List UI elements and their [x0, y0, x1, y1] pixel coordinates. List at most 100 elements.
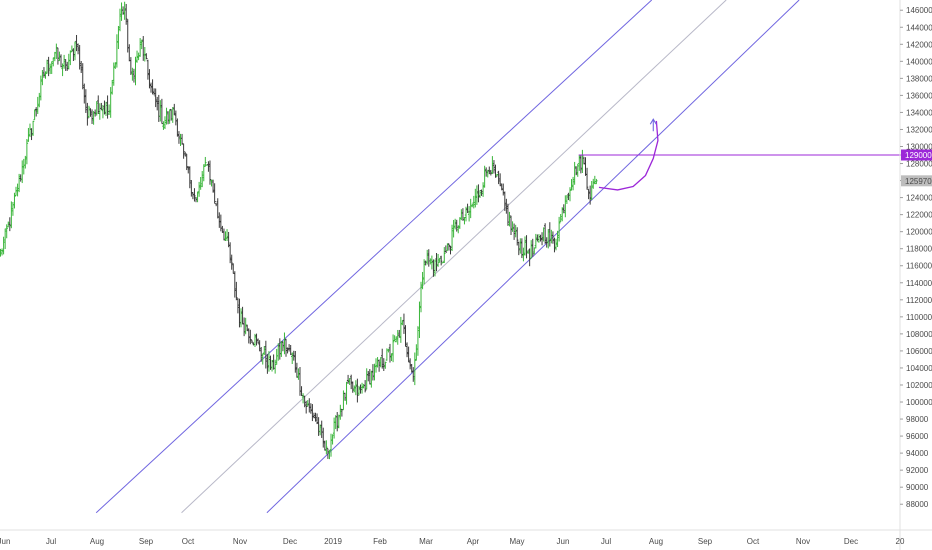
ohlc-bar: [339, 404, 342, 420]
ohlc-bar: [585, 167, 589, 190]
ohlc-bar: [353, 385, 356, 393]
ohlc-bar: [554, 238, 558, 251]
time-tick-label: Oct: [182, 537, 195, 546]
ohlc-bar: [413, 352, 417, 386]
ohlc-bar: [356, 378, 359, 403]
ohlc-bar: [354, 380, 358, 396]
ohlc-bar: [135, 50, 139, 63]
ohlc-bar: [439, 255, 443, 266]
ohlc-bar: [371, 364, 375, 381]
ohlc-bar: [488, 166, 491, 175]
ohlc-bar: [561, 207, 564, 222]
time-tick-label: Jul: [46, 537, 56, 546]
ohlc-bar: [534, 233, 538, 249]
price-tick-label: 122000: [906, 211, 932, 220]
time-tick-label: Apr: [467, 537, 480, 546]
ohlc-bar: [228, 242, 232, 264]
ohlc-bar: [7, 221, 10, 228]
ohlc-bar: [433, 259, 437, 277]
ohlc-bar: [466, 203, 469, 214]
price-tick-label: 134000: [906, 108, 932, 117]
ohlc-bar: [491, 156, 494, 175]
ohlc-bar: [138, 38, 142, 57]
ohlc-bar: [514, 224, 517, 238]
ohlc-bar: [250, 339, 254, 343]
ohlc-bar: [312, 412, 316, 419]
ohlc-bar: [590, 181, 593, 201]
ohlc-bar: [553, 237, 556, 253]
ohlc-bar: [90, 109, 94, 124]
ohlc-bar: [450, 224, 454, 251]
ohlc-bar: [393, 335, 396, 342]
price-tick-label: 140000: [906, 57, 932, 66]
ohlc-bar: [472, 195, 475, 209]
ohlc-bar: [140, 39, 143, 50]
ohlc-bar: [103, 100, 106, 115]
price-tick-label: 92000: [906, 466, 929, 475]
ohlc-bar: [86, 102, 89, 126]
last-price-badge-background: [901, 175, 932, 187]
ohlc-bar: [447, 243, 451, 251]
ohlc-bar: [436, 253, 440, 267]
ohlc-bar: [168, 109, 171, 124]
price-tick-label: 130000: [906, 142, 932, 151]
ohlc-bar: [536, 234, 539, 242]
time-tick-label: Oct: [747, 537, 760, 546]
ohlc-bar: [438, 257, 441, 263]
ohlc-bar: [134, 56, 137, 86]
ohlc-bar: [382, 358, 385, 371]
ohlc-bar: [576, 163, 579, 177]
ohlc-bar: [126, 19, 129, 53]
ohlc-bar: [281, 341, 285, 352]
ohlc-bar: [531, 238, 534, 257]
price-tick-label: 118000: [906, 245, 932, 254]
price-tick-label: 90000: [906, 483, 929, 492]
ohlc-bar: [337, 414, 340, 429]
ohlc-bar: [72, 48, 75, 61]
ohlc-bar: [441, 261, 444, 264]
price-tick-label: 98000: [906, 415, 929, 424]
ohlc-bar: [33, 109, 36, 121]
ohlc-bar: [196, 191, 199, 203]
time-axis: Jun Jul Aug Sep Oct Nov Dec 2019 Feb Mar Apr May Jun…: [0, 529, 932, 546]
ohlc-bar: [39, 75, 43, 101]
price-tick-label: 116000: [906, 262, 932, 271]
ohlc-bar: [197, 181, 201, 197]
ohlc-bar: [463, 216, 466, 225]
ohlc-bar: [508, 211, 511, 227]
ohlc-bar: [208, 160, 212, 185]
ohlc-bar: [562, 204, 565, 214]
ohlc-bar: [24, 155, 27, 169]
ohlc-bar: [573, 161, 576, 185]
ohlc-bar: [118, 8, 122, 32]
ohlc-bar: [199, 177, 202, 190]
ohlc-bar: [62, 54, 66, 69]
price-tick-label: 136000: [906, 91, 932, 100]
ohlc-bar: [306, 400, 309, 407]
ohlc-bar: [0, 248, 2, 257]
ohlc-bar: [328, 449, 331, 460]
time-tick-label: Mar: [419, 537, 433, 546]
ohlc-bar: [292, 350, 295, 361]
ohlc-bar: [244, 317, 247, 335]
price-tick-label: 112000: [906, 296, 932, 305]
ohlc-bar: [160, 98, 164, 125]
ohlc-bar: [87, 105, 91, 118]
ohlc-bar: [295, 362, 299, 378]
ohlc-bar: [104, 101, 108, 116]
ohlc-bar: [480, 189, 483, 196]
ohlc-bar: [81, 63, 84, 90]
ohlc-bar: [323, 440, 327, 451]
ohlc-bar: [117, 25, 120, 50]
ohlc-bar: [540, 232, 544, 246]
ohlc-bar: [557, 216, 561, 242]
time-tick-label: Dec: [283, 537, 297, 546]
ohlc-bar: [542, 227, 545, 242]
ohlc-bar: [571, 176, 575, 191]
ohlc-bar: [432, 259, 435, 277]
ohlc-bar: [574, 166, 578, 176]
ohlc-bar: [345, 381, 348, 405]
ohlc-bar: [152, 88, 156, 96]
projection-curve: [598, 120, 659, 191]
